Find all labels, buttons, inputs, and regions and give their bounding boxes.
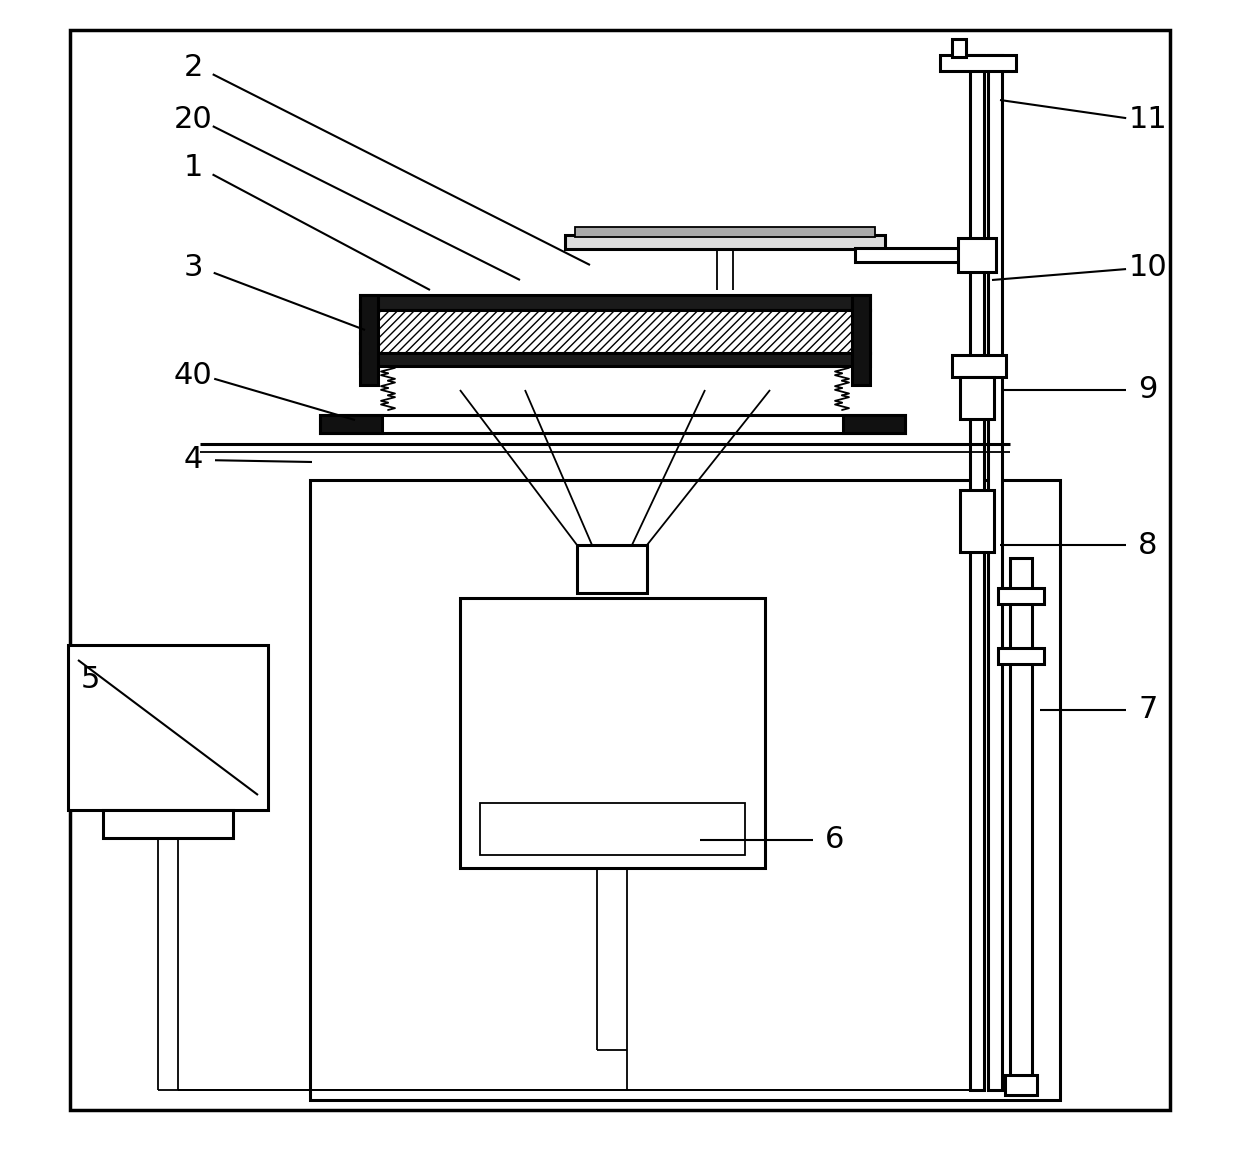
Bar [852,296,870,385]
Text: 3: 3 [184,253,203,283]
Bar [575,227,875,237]
Text: 7: 7 [1138,696,1158,724]
Bar [843,415,905,434]
Bar [360,296,378,385]
Bar [320,415,905,434]
Bar [565,235,885,250]
Bar [360,310,870,353]
Bar [69,30,1171,1110]
Text: 10: 10 [1128,253,1167,283]
Bar [460,598,765,868]
Text: 1: 1 [184,153,202,183]
Text: 2: 2 [184,54,202,83]
Bar [856,248,970,262]
Text: 20: 20 [174,106,212,135]
Text: 9: 9 [1138,376,1158,405]
Text: 40: 40 [174,360,212,390]
Bar [998,647,1044,664]
Text: 4: 4 [184,445,202,475]
Bar [68,645,268,810]
Bar [970,55,985,1090]
Bar [952,355,1006,377]
Bar [998,588,1044,604]
Bar [360,296,870,310]
Bar [1004,1075,1037,1095]
Bar [480,803,745,854]
Bar [960,377,994,419]
Bar [577,545,647,593]
Bar [988,55,1002,1090]
Bar [1011,558,1032,1095]
Text: 6: 6 [826,826,844,854]
Bar [310,480,1060,1101]
Bar [103,810,233,838]
Bar [360,353,870,366]
Bar [952,39,966,58]
Text: 8: 8 [1138,530,1158,560]
Text: 5: 5 [81,666,99,695]
Bar [940,55,1016,71]
Bar [959,238,996,273]
Bar [960,490,994,552]
Bar [320,415,382,434]
Text: 11: 11 [1128,106,1167,135]
